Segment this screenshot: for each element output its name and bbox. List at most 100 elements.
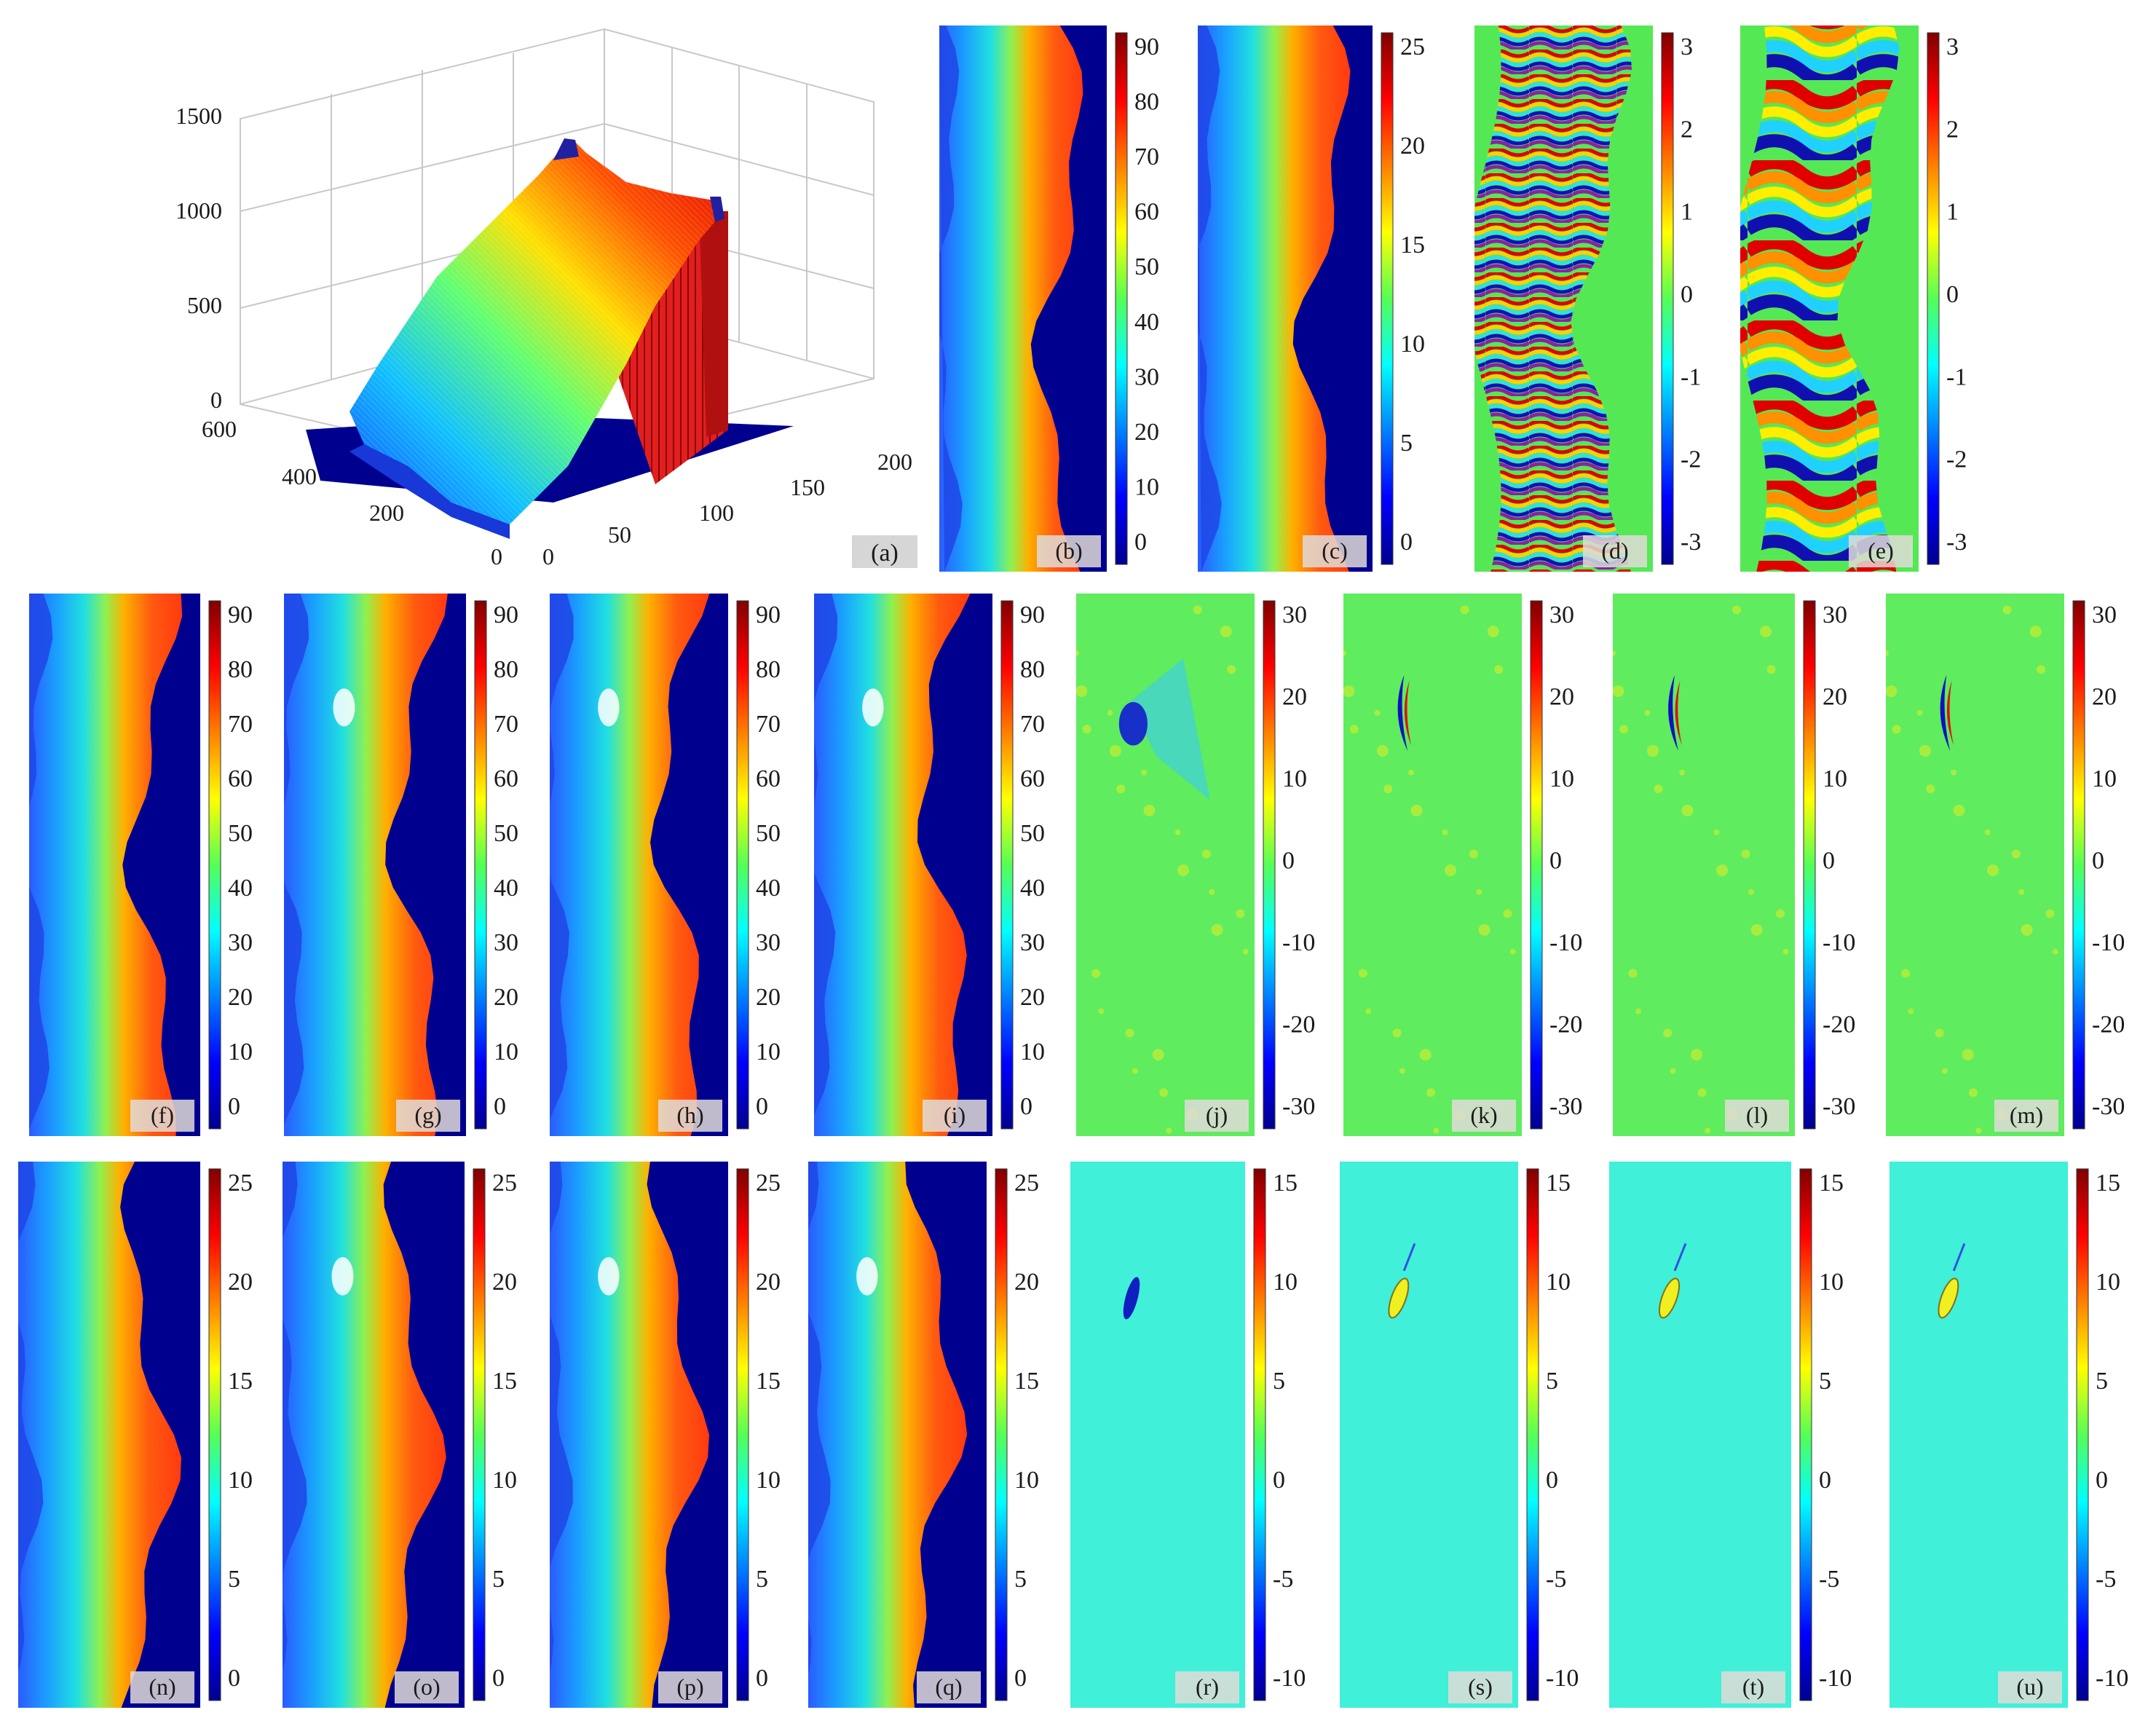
panel-p-image — [550, 1162, 728, 1708]
panel-d-colorbar-tick: 3 — [1681, 34, 1693, 60]
panel-h-colorbar-tick: 50 — [756, 820, 781, 847]
panel-d-colorbar-tick: 2 — [1681, 116, 1693, 143]
panel-g-colorbar-tick: 90 — [494, 602, 518, 628]
panel-r-colorbar-tick: 15 — [1273, 1170, 1298, 1197]
panel-i-image — [814, 594, 992, 1136]
panel-m-colorbar-tick: -10 — [2092, 929, 2125, 956]
panel-u-colorbar-tick: 0 — [2096, 1467, 2108, 1494]
panel-g-colorbar-tick: 70 — [494, 711, 518, 738]
panel-d-image — [1474, 25, 1653, 572]
panel-s-image — [1340, 1162, 1518, 1708]
panel-i-colorbar-tick: 40 — [1020, 875, 1045, 902]
panel-o-colorbar-tick: 25 — [492, 1170, 517, 1197]
panel-o-colorbar-tick: 20 — [492, 1269, 517, 1296]
panel-e-label: (e) — [1868, 537, 1894, 564]
panel-k-image — [1343, 594, 1522, 1136]
panel-a-z-tick-0: 0 — [210, 387, 222, 413]
panel-c-colorbar-tick: 10 — [1400, 331, 1425, 358]
panel-l-colorbar — [1804, 601, 1815, 1129]
panel-t: (t) 15 10 5 0 -5 -10 — [1609, 1162, 1852, 1708]
panel-a-x-tick-1: 50 — [608, 521, 631, 548]
panel-i-colorbar-tick: 0 — [1020, 1093, 1032, 1120]
panel-j-colorbar-tick: 10 — [1282, 765, 1307, 792]
panel-l-colorbar-tick: 10 — [1823, 765, 1847, 792]
panel-f-colorbar-tick: 40 — [228, 875, 253, 902]
panel-i-colorbar — [1001, 601, 1013, 1129]
panel-f-label: (f) — [151, 1102, 174, 1128]
panel-k-colorbar-tick: 20 — [1549, 684, 1574, 711]
panel-r-colorbar-tick: 0 — [1273, 1467, 1285, 1494]
panel-c-colorbar-tick: 15 — [1400, 232, 1425, 259]
panel-t-colorbar-tick: -5 — [1819, 1566, 1839, 1593]
panel-l-colorbar-tick: 30 — [1823, 602, 1847, 628]
panel-t-colorbar-tick: 10 — [1819, 1269, 1844, 1296]
panel-d-colorbar-tick: 0 — [1681, 281, 1693, 308]
panel-j-colorbar-tick: -20 — [1282, 1012, 1315, 1039]
panel-i-colorbar-tick: 20 — [1020, 984, 1045, 1011]
panel-t-image — [1609, 1162, 1791, 1708]
panel-u-colorbar — [2077, 1169, 2088, 1700]
panel-b-colorbar-tick: 40 — [1134, 309, 1159, 336]
panel-m-colorbar-tick: -20 — [2092, 1012, 2125, 1039]
panel-k: (k) 30 20 10 0 -10 -20 -30 — [1343, 594, 1582, 1136]
panel-p-colorbar-tick: 25 — [756, 1170, 781, 1197]
panel-q-colorbar-tick: 5 — [1014, 1566, 1027, 1593]
panel-c-colorbar — [1381, 33, 1393, 564]
panel-g-label: (g) — [414, 1102, 441, 1128]
panel-p-colorbar — [737, 1169, 749, 1700]
panel-i-colorbar-tick: 10 — [1020, 1039, 1045, 1065]
panel-o-colorbar-tick: 15 — [492, 1368, 517, 1395]
panel-h-colorbar-tick: 80 — [756, 656, 781, 683]
panel-g-colorbar-tick: 20 — [494, 984, 518, 1011]
panel-b-colorbar-tick: 0 — [1134, 529, 1147, 556]
panel-o-colorbar-tick: 0 — [492, 1665, 505, 1692]
panel-l-colorbar-tick: 20 — [1823, 684, 1847, 711]
panel-r: (r) 15 10 5 0 -5 -10 — [1070, 1162, 1306, 1708]
panel-g-colorbar-tick: 0 — [494, 1093, 506, 1120]
panel-f-colorbar-tick: 30 — [228, 929, 253, 956]
panel-q-colorbar-tick: 25 — [1014, 1170, 1039, 1197]
panel-h-colorbar-tick: 20 — [756, 984, 781, 1011]
panel-t-colorbar-tick: 5 — [1819, 1368, 1831, 1395]
panel-n-colorbar — [209, 1169, 221, 1700]
panel-s-label: (s) — [1468, 1674, 1493, 1700]
panel-g-colorbar-tick: 40 — [494, 875, 518, 902]
panel-m: (m) 30 20 10 0 -10 -20 -30 — [1886, 594, 2125, 1136]
panel-e-colorbar-tick: 1 — [1946, 199, 1959, 226]
panel-m-colorbar-tick: 30 — [2092, 602, 2117, 628]
panel-a-y-tick-3: 600 — [202, 416, 237, 442]
panel-m-image — [1886, 594, 2064, 1136]
panel-l-colorbar-tick: 0 — [1823, 848, 1835, 875]
panel-j-colorbar — [1263, 601, 1275, 1129]
panel-s: (s) 15 10 5 0 -5 -10 — [1340, 1162, 1579, 1708]
panel-c-image — [1198, 25, 1373, 572]
panel-f-colorbar-tick: 90 — [228, 602, 253, 628]
panel-g-colorbar-tick: 10 — [494, 1039, 518, 1065]
panel-e-colorbar-tick: 0 — [1946, 281, 1959, 308]
panel-l-colorbar-tick: -30 — [1823, 1093, 1855, 1120]
panel-a-label: (a) — [871, 540, 899, 567]
panel-j-colorbar-tick: 0 — [1282, 848, 1295, 875]
panel-h-colorbar-tick: 0 — [756, 1093, 768, 1120]
panel-k-colorbar-tick: 10 — [1549, 765, 1574, 792]
panel-t-colorbar-tick: 15 — [1819, 1170, 1844, 1197]
panel-u: (u) 15 10 5 0 -5 -10 — [1890, 1162, 2128, 1708]
panel-k-colorbar — [1531, 601, 1542, 1129]
panel-h-colorbar — [737, 601, 749, 1129]
panel-q: (q) 25 20 15 10 5 0 — [808, 1162, 1039, 1708]
panel-t-label: (t) — [1742, 1674, 1764, 1700]
panel-t-colorbar — [1800, 1169, 1812, 1700]
panel-b-image — [939, 25, 1107, 572]
panel-s-colorbar — [1527, 1169, 1539, 1700]
panel-m-colorbar-tick: -30 — [2092, 1093, 2125, 1120]
panel-n: (n) 25 20 15 10 5 0 — [18, 1162, 253, 1708]
panel-g-colorbar-tick: 80 — [494, 656, 518, 683]
panel-q-label: (q) — [935, 1674, 962, 1700]
panel-b-colorbar-tick: 70 — [1134, 143, 1159, 170]
panel-s-colorbar-tick: -5 — [1546, 1566, 1566, 1593]
panel-c-label: (c) — [1322, 537, 1348, 564]
panel-m-colorbar — [2073, 601, 2085, 1129]
panel-q-colorbar-tick: 10 — [1014, 1467, 1039, 1494]
panel-j-colorbar-tick: 30 — [1282, 602, 1307, 628]
